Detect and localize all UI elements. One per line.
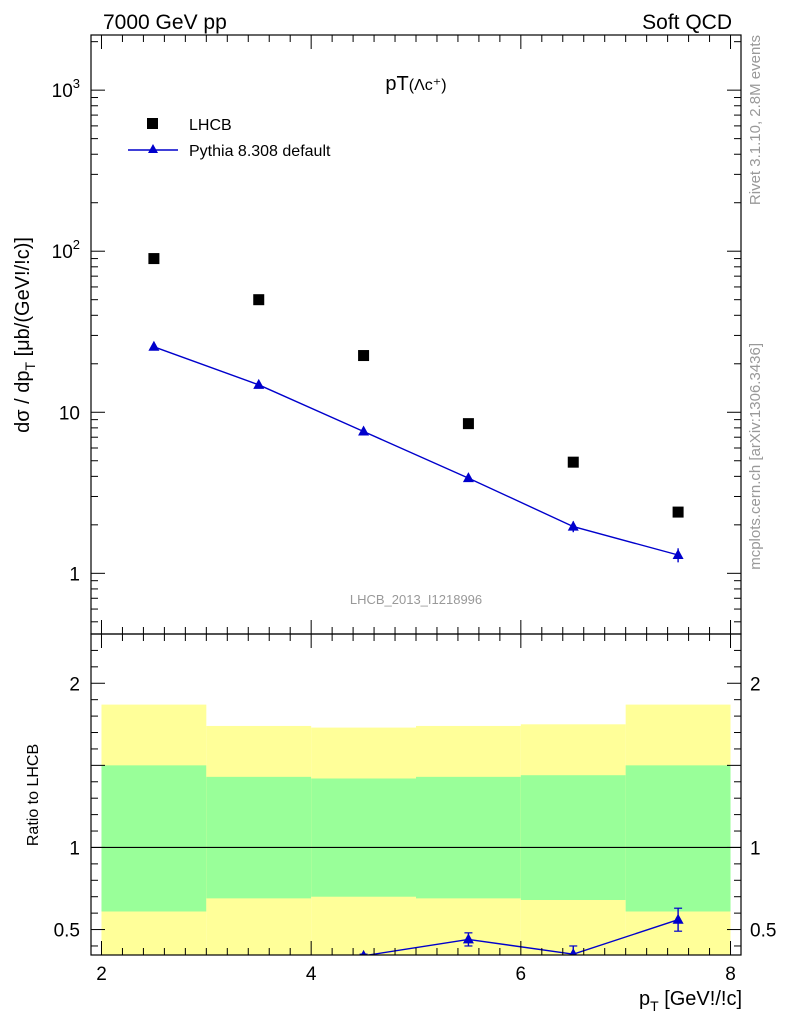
main-y-axis-label-sub: T xyxy=(22,362,38,371)
legend-marker-pythia xyxy=(148,144,158,153)
watermark: LHCB_2013_I1218996 xyxy=(350,592,482,607)
mc-point xyxy=(253,378,265,389)
main-y-tick-label: 103 xyxy=(52,76,80,102)
ratio-mc-point xyxy=(148,960,159,970)
main-y-tick-label: 102 xyxy=(52,237,80,263)
band-inner xyxy=(520,775,626,900)
data-point xyxy=(358,350,370,362)
data-point xyxy=(462,418,474,430)
x-axis-label: pT [GeV!/!c] xyxy=(639,988,742,1014)
mc-point xyxy=(358,425,370,436)
band-inner xyxy=(311,778,416,897)
x-axis-label-sub: T xyxy=(650,998,659,1014)
mc-point xyxy=(567,520,579,531)
main-y-tick-label-base: 10 xyxy=(52,81,73,102)
band-inner xyxy=(625,765,731,912)
x-tick-label: 8 xyxy=(725,964,736,985)
mc-point xyxy=(148,340,160,351)
header-left: 7000 GeV pp xyxy=(103,11,227,34)
mc-point xyxy=(672,548,684,559)
ratio-y-tick-label-right: 1 xyxy=(750,838,761,859)
ratio-y-tick-label: 1 xyxy=(69,838,80,859)
main-y-tick-label-exp: 2 xyxy=(73,237,80,252)
ratio-y-tick-label: 2 xyxy=(69,674,80,695)
main-y-tick-label-exp: 3 xyxy=(73,76,80,91)
mc-line xyxy=(153,346,679,556)
ratio-marks xyxy=(148,907,684,970)
rivet-label: Rivet 3.1.10, 2.8M events xyxy=(747,35,764,205)
ratio-y-tick-label-right: 2 xyxy=(750,674,761,695)
band-inner xyxy=(206,776,312,899)
ratio-mc-point xyxy=(462,933,474,944)
ratio-axes: 2 4 6 8 0.5 0.5 1 1 2 2 xyxy=(54,633,776,985)
ratio-mc-point xyxy=(253,956,264,966)
band-inner xyxy=(416,776,521,899)
main-y-tick-label: 10 xyxy=(59,403,80,424)
legend-label-pythia: Pythia 8.308 default xyxy=(189,143,331,160)
legend-label-lhcb: LHCB xyxy=(189,117,232,134)
x-tick-label: 2 xyxy=(96,964,107,985)
ratio-mc-point xyxy=(672,913,684,924)
x-axis-label-main: p xyxy=(639,988,650,1010)
data-point xyxy=(567,456,579,468)
x-tick-label: 6 xyxy=(516,964,527,985)
plot-title-main: pT xyxy=(385,73,408,95)
x-tick-label: 4 xyxy=(306,964,317,985)
ratio-bands xyxy=(91,704,741,955)
ratio-mc-point xyxy=(569,948,578,955)
ratio-y-tick-label-right: 0.5 xyxy=(750,921,776,942)
plot-title-sub: (Λc⁺) xyxy=(409,77,447,94)
data-point xyxy=(672,506,684,518)
plot-title: pT(Λc⁺) xyxy=(385,73,446,95)
main-y-axis-label-unit: [μb/(GeV!/!c)] xyxy=(12,237,34,362)
ratio-mc-point xyxy=(360,949,367,955)
data-point xyxy=(253,294,265,306)
ratio-y-axis-label: Ratio to LHCB xyxy=(25,744,42,846)
main-marks xyxy=(148,253,684,563)
data-point xyxy=(148,253,160,265)
main-y-axis-label-main: dσ / dp xyxy=(12,371,34,433)
main-y-tick-label: 1 xyxy=(69,564,80,585)
header-right: Soft QCD xyxy=(642,11,732,34)
ratio-y-tick-label: 0.5 xyxy=(54,921,80,942)
main-y-tick-label-base: 10 xyxy=(52,242,73,263)
legend-marker-lhcb xyxy=(147,118,158,129)
band-inner xyxy=(101,765,207,912)
main-y-axis-label: dσ / dpT [μb/(GeV!/!c)] xyxy=(12,237,38,433)
mcplots-label: mcplots.cern.ch [arXiv:1306.3436] xyxy=(747,343,764,570)
ratio-mc-line xyxy=(364,919,679,955)
legend: LHCB Pythia 8.308 default xyxy=(128,117,331,160)
mc-point xyxy=(462,472,474,483)
x-axis-label-unit: [GeV!/!c] xyxy=(659,988,742,1010)
